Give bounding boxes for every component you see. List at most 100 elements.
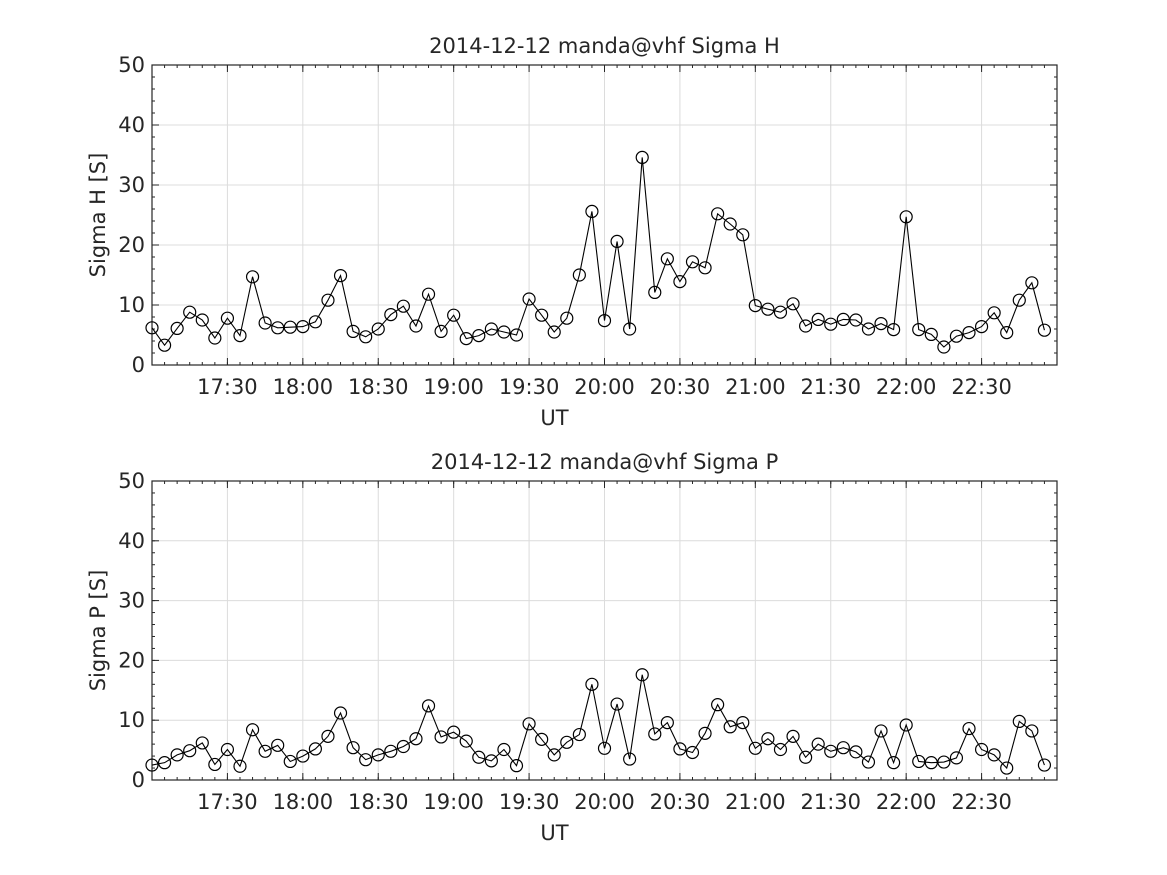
data-point <box>786 297 800 311</box>
data-point <box>421 287 436 301</box>
data-point <box>535 308 549 322</box>
data-point <box>635 668 649 682</box>
data-point <box>987 748 1001 762</box>
data-point <box>296 320 310 334</box>
x-tick-label: 18:00 <box>273 790 334 814</box>
data-point <box>572 268 586 282</box>
data-point <box>434 730 448 744</box>
data-point <box>648 285 662 299</box>
data-point <box>195 736 209 750</box>
data-point <box>547 748 561 762</box>
x-tick-label: 21:30 <box>800 375 861 399</box>
data-point <box>421 699 436 713</box>
data-point <box>1037 758 1052 772</box>
data-point <box>786 729 800 743</box>
x-tick-label: 20:30 <box>650 790 711 814</box>
series-line <box>151 157 1045 348</box>
data-point <box>849 745 863 759</box>
data-point <box>623 322 637 336</box>
grid-sigma-h <box>152 65 1057 365</box>
data-point <box>308 315 322 329</box>
data-point <box>924 327 938 341</box>
data-point <box>472 329 486 343</box>
y-tick-label: 40 <box>118 113 145 137</box>
data-point <box>673 742 687 756</box>
data-point <box>572 727 586 742</box>
data-point <box>799 750 813 764</box>
data-point <box>157 756 172 770</box>
data-point <box>748 299 762 313</box>
data-point <box>1012 714 1026 729</box>
x-tick-label: 21:00 <box>725 375 786 399</box>
series-sigma-h <box>145 150 1052 354</box>
data-point <box>522 292 536 306</box>
data-point <box>623 752 637 766</box>
y-tick-label: 0 <box>132 353 145 377</box>
data-point <box>208 757 222 772</box>
x-tick-label: 17:30 <box>197 375 258 399</box>
x-tick-label: 19:30 <box>499 375 560 399</box>
data-point <box>233 759 247 773</box>
data-point <box>472 750 486 764</box>
x-tick-label: 18:30 <box>348 790 409 814</box>
y-tick-label: 50 <box>118 469 145 493</box>
data-point <box>522 717 536 731</box>
y-tick-label: 10 <box>118 293 145 317</box>
data-point <box>1025 724 1039 738</box>
data-point <box>761 732 775 746</box>
data-point <box>283 754 297 769</box>
data-point <box>610 234 624 248</box>
data-point <box>258 316 272 330</box>
data-point <box>459 734 473 748</box>
series-line <box>151 674 1045 770</box>
data-point <box>447 308 461 322</box>
data-point <box>371 322 385 336</box>
axes-sigma-p: 17:30 18:00 18:30 19:00 19:30 20:00 20:30 21:00… <box>86 450 1058 845</box>
data-point <box>811 312 825 326</box>
data-point <box>183 305 197 319</box>
data-point <box>698 726 712 740</box>
data-point <box>773 742 788 757</box>
y-tick-label: 20 <box>118 233 145 257</box>
y-axis-label-sigma-p: Sigma P [S] <box>86 570 110 692</box>
data-point <box>987 306 1001 320</box>
data-point <box>409 319 423 333</box>
x-axis-label-sigma-p: UT <box>540 821 568 845</box>
x-tick-label: 18:30 <box>348 375 409 399</box>
data-point <box>761 302 775 316</box>
data-point <box>673 275 687 289</box>
data-point <box>962 326 976 340</box>
data-point <box>359 330 373 344</box>
axes-sigma-h: 17:30 18:00 18:30 19:00 19:30 20:00 20:30 21:00… <box>86 34 1058 430</box>
data-point <box>170 748 184 762</box>
data-point <box>396 299 410 313</box>
data-point <box>937 340 951 354</box>
data-point <box>233 329 247 343</box>
data-point <box>258 744 272 758</box>
data-point <box>1000 761 1014 775</box>
data-point <box>698 261 712 275</box>
data-point <box>145 758 159 772</box>
data-point <box>560 735 574 749</box>
data-point <box>409 732 423 746</box>
data-point <box>183 744 197 758</box>
data-point <box>1012 293 1026 307</box>
data-point <box>962 721 976 736</box>
data-point <box>648 727 662 741</box>
data-point <box>886 756 901 770</box>
data-point <box>560 311 574 325</box>
x-tick-label: 17:30 <box>197 790 258 814</box>
data-point <box>271 738 285 752</box>
data-point <box>949 751 964 765</box>
ticks-sigma-h: 17:30 18:00 18:30 19:00 19:30 20:00 20:30 21:00… <box>118 53 1058 399</box>
data-point <box>711 698 725 712</box>
data-point <box>346 741 360 755</box>
data-point <box>359 753 373 767</box>
data-point <box>723 720 737 734</box>
x-tick-label: 19:00 <box>423 375 484 399</box>
data-point <box>384 744 398 758</box>
data-point <box>949 329 964 343</box>
data-point <box>296 749 310 763</box>
data-point <box>371 748 385 762</box>
x-axis-label-sigma-h: UT <box>540 406 568 430</box>
